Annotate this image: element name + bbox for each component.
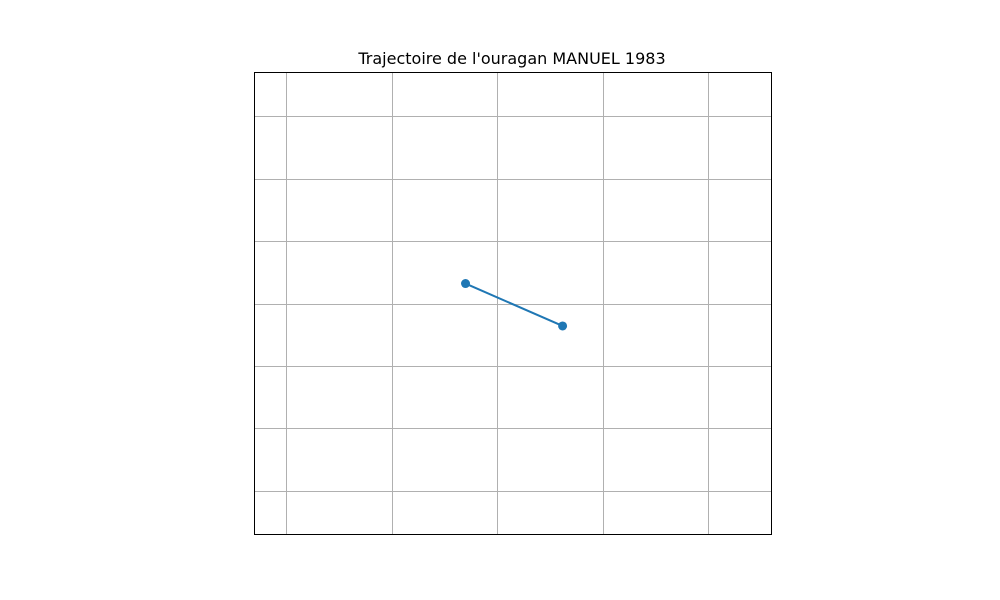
- chart-title: Trajectoire de l'ouragan MANUEL 1983: [357, 49, 665, 68]
- plot-area: [461, 279, 568, 331]
- axes-frame: [254, 72, 772, 535]
- track-line-0: [465, 282, 563, 327]
- track-point-0: [461, 279, 471, 289]
- track-point-1: [558, 321, 568, 331]
